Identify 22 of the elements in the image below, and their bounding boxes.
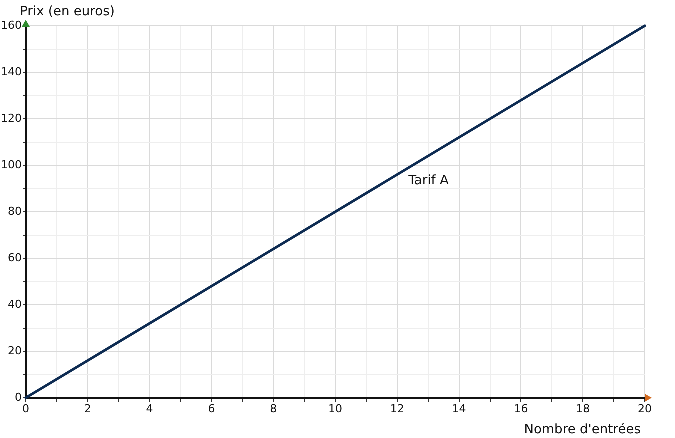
x-tick-label: 18	[576, 402, 590, 416]
y-tick-label: 100	[1, 158, 22, 172]
x-axis-title: Nombre d'entrées	[524, 422, 642, 438]
x-tick-label: 4	[146, 402, 154, 416]
x-tick-label: 8	[270, 402, 278, 416]
x-tick-label: 20	[638, 402, 652, 416]
x-tick-label: 10	[328, 402, 342, 416]
y-tick-label: 0	[15, 390, 22, 404]
y-tick-label: 160	[1, 18, 22, 32]
y-tick-label: 60	[8, 251, 22, 264]
x-tick-label: 2	[84, 402, 92, 416]
x-tick-label: 6	[208, 402, 216, 416]
y-axis-title: Prix (en euros)	[20, 4, 115, 20]
x-tick-label: 12	[390, 402, 404, 416]
y-tick-label: 120	[1, 112, 22, 125]
y-tick-label: 20	[8, 344, 22, 358]
y-tick-label: 80	[8, 204, 22, 218]
series-label: Tarif A	[408, 173, 450, 188]
y-tick-label: 40	[8, 298, 22, 311]
x-tick-label: 14	[452, 402, 466, 416]
x-tick-label: 16	[514, 402, 528, 416]
y-tick-label: 140	[1, 65, 22, 78]
